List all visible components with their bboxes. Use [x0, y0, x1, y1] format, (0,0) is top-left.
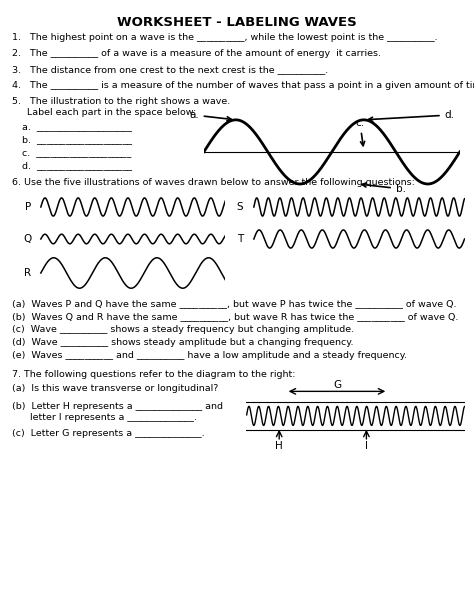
Text: 7. The following questions refer to the diagram to the right:: 7. The following questions refer to the … — [12, 370, 295, 379]
Text: (b)  Letter H represents a ______________ and: (b) Letter H represents a ______________… — [12, 402, 223, 411]
Text: c.  ____________________: c. ____________________ — [22, 148, 131, 157]
Text: 3.   The distance from one crest to the next crest is the __________.: 3. The distance from one crest to the ne… — [12, 65, 328, 74]
Text: d.  ____________________: d. ____________________ — [22, 161, 132, 170]
Text: 5.   The illustration to the right shows a wave.: 5. The illustration to the right shows a… — [12, 97, 230, 106]
Text: 1.   The highest point on a wave is the __________, while the lowest point is th: 1. The highest point on a wave is the __… — [12, 33, 438, 42]
Text: (e)  Waves __________ and __________ have a low amplitude and a steady frequency: (e) Waves __________ and __________ have… — [12, 351, 407, 360]
Text: a.  ____________________: a. ____________________ — [22, 122, 132, 131]
Text: (b)  Waves Q and R have the same __________, but wave R has twice the __________: (b) Waves Q and R have the same ________… — [12, 312, 458, 321]
Text: b.: b. — [362, 183, 406, 194]
Text: Q: Q — [23, 234, 32, 244]
Text: 6. Use the five illustrations of waves drawn below to answer the following quest: 6. Use the five illustrations of waves d… — [12, 178, 415, 187]
Text: P: P — [25, 202, 32, 212]
Text: Label each part in the space below:: Label each part in the space below: — [12, 108, 196, 117]
Text: 2.   The __________ of a wave is a measure of the amount of energy  it carries.: 2. The __________ of a wave is a measure… — [12, 49, 381, 58]
Text: letter I represents a ______________.: letter I represents a ______________. — [12, 413, 197, 422]
Text: 4.   The __________ is a measure of the number of waves that pass a point in a g: 4. The __________ is a measure of the nu… — [12, 81, 474, 90]
Text: S: S — [237, 202, 243, 212]
Text: b.  ____________________: b. ____________________ — [22, 135, 132, 144]
Text: (c)  Wave __________ shows a steady frequency but changing amplitude.: (c) Wave __________ shows a steady frequ… — [12, 325, 354, 334]
Text: WORKSHEET - LABELING WAVES: WORKSHEET - LABELING WAVES — [117, 16, 357, 29]
Text: (c)  Letter G represents a ______________.: (c) Letter G represents a ______________… — [12, 429, 205, 438]
Text: I: I — [365, 441, 368, 451]
Text: (a)  Is this wave transverse or longitudinal?: (a) Is this wave transverse or longitudi… — [12, 384, 219, 393]
Text: R: R — [25, 268, 32, 278]
Text: c.: c. — [356, 118, 365, 146]
Text: (a)  Waves P and Q have the same __________, but wave P has twice the __________: (a) Waves P and Q have the same ________… — [12, 299, 456, 308]
Text: H: H — [275, 441, 283, 451]
Text: T: T — [237, 234, 243, 244]
Text: a.: a. — [189, 110, 231, 121]
Text: d.: d. — [368, 110, 455, 121]
Text: G: G — [333, 379, 341, 389]
Text: (d)  Wave __________ shows steady amplitude but a changing frequency.: (d) Wave __________ shows steady amplitu… — [12, 338, 354, 347]
